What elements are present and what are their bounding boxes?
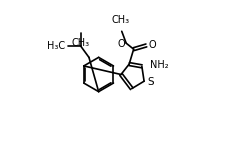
Text: O: O: [148, 40, 156, 50]
Text: CH₃: CH₃: [112, 15, 130, 25]
Text: CH₃: CH₃: [72, 38, 90, 48]
Text: O: O: [117, 39, 125, 49]
Text: NH₂: NH₂: [150, 59, 168, 70]
Text: H₃C: H₃C: [47, 41, 65, 51]
Text: S: S: [147, 77, 154, 87]
